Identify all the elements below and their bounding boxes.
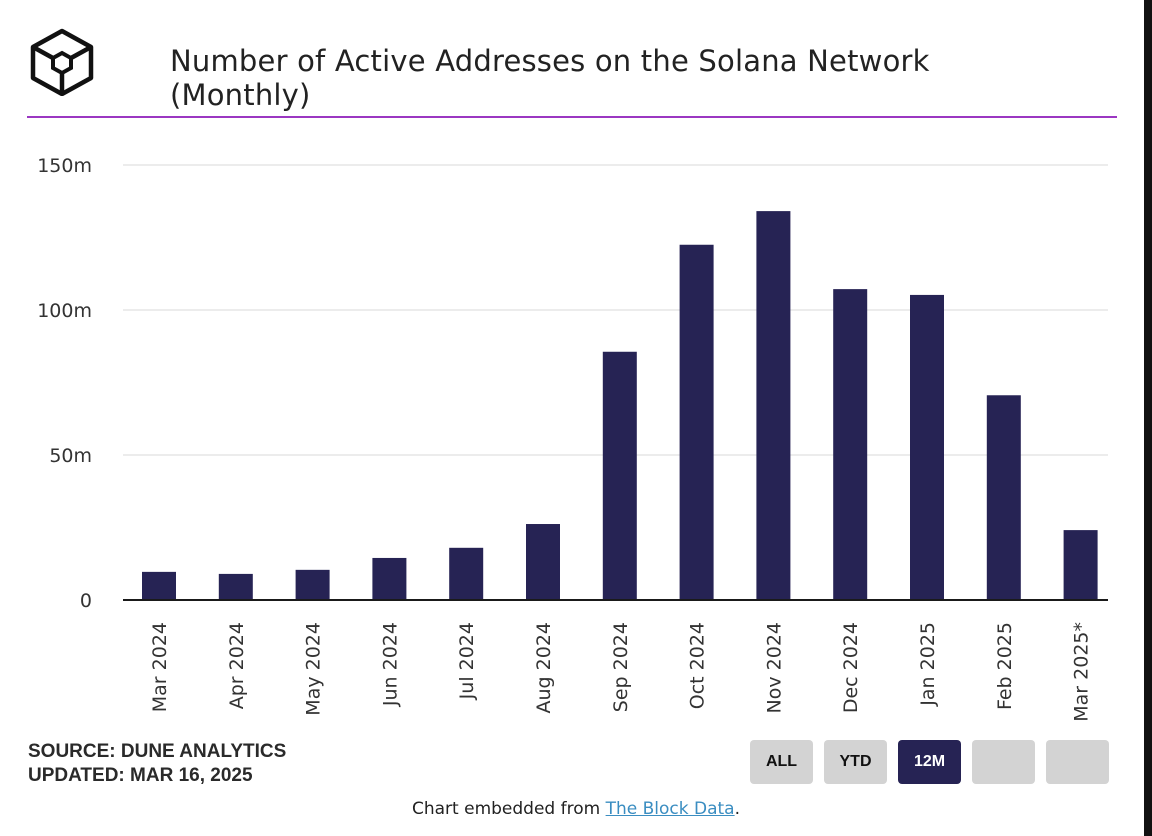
range-ytd-button[interactable]: YTD [824, 740, 887, 784]
bar [1063, 530, 1098, 600]
embed-prefix: Chart embedded from [412, 799, 606, 819]
chart-title: Number of Active Addresses on the Solana… [170, 44, 930, 112]
embed-notice: Chart embedded from The Block Data. [0, 799, 1152, 819]
x-tick-label: Aug 2024 [533, 622, 555, 714]
x-tick-label: Mar 2024 [149, 622, 171, 712]
bar [449, 547, 484, 600]
x-tick-label: Dec 2024 [840, 622, 862, 713]
x-tick-label: Feb 2025 [994, 622, 1016, 710]
y-tick-label: 100m [37, 300, 92, 322]
bar [679, 244, 714, 600]
x-tick-label: Jan 2025 [917, 622, 939, 707]
title-divider [27, 116, 1117, 118]
range-all-button[interactable]: ALL [750, 740, 813, 784]
range-ytd-label: YTD [839, 753, 872, 770]
bar [602, 351, 637, 600]
x-tick-label: Nov 2024 [763, 622, 785, 713]
y-tick-label: 150m [37, 155, 92, 177]
bar-chart: 0 50m 100m 150m Mar 2024 Apr 2024 May 2024 Jun … [37, 155, 1108, 722]
bar [833, 289, 868, 600]
the-block-logo-icon [30, 28, 94, 96]
source-label: SOURCE: DUNE ANALYTICS [28, 741, 287, 762]
bar [986, 395, 1021, 600]
x-tick-label: Apr 2024 [226, 622, 248, 709]
x-tick-label: Oct 2024 [687, 622, 709, 709]
source-block: SOURCE: DUNE ANALYTICS UPDATED: MAR 16, … [28, 740, 286, 788]
the-block-data-link[interactable]: The Block Data [605, 799, 735, 819]
x-tick-label: Mar 2025* [1071, 622, 1093, 722]
range-all-label: ALL [765, 753, 798, 770]
bar [295, 569, 330, 600]
bar [372, 557, 407, 600]
x-tick-label: Sep 2024 [610, 622, 632, 712]
bar [218, 573, 253, 600]
bar [526, 524, 560, 600]
y-tick-label: 0 [80, 590, 92, 612]
range-12m-label: 12M [913, 753, 946, 770]
bar [142, 571, 176, 600]
x-tick-label: Jun 2024 [379, 622, 401, 707]
x-tick-label: May 2024 [303, 622, 325, 716]
range-blank-button-1[interactable] [972, 740, 1035, 784]
y-tick-label: 50m [49, 445, 92, 467]
bar [910, 294, 944, 600]
range-12m-button[interactable]: 12M [898, 740, 961, 784]
range-blank-button-2[interactable] [1046, 740, 1109, 784]
x-tick-label: Jul 2024 [456, 622, 478, 700]
window-edge [1144, 0, 1152, 836]
embed-suffix: . [734, 799, 740, 819]
updated-label: UPDATED: MAR 16, 2025 [28, 765, 253, 786]
bar [756, 211, 791, 601]
